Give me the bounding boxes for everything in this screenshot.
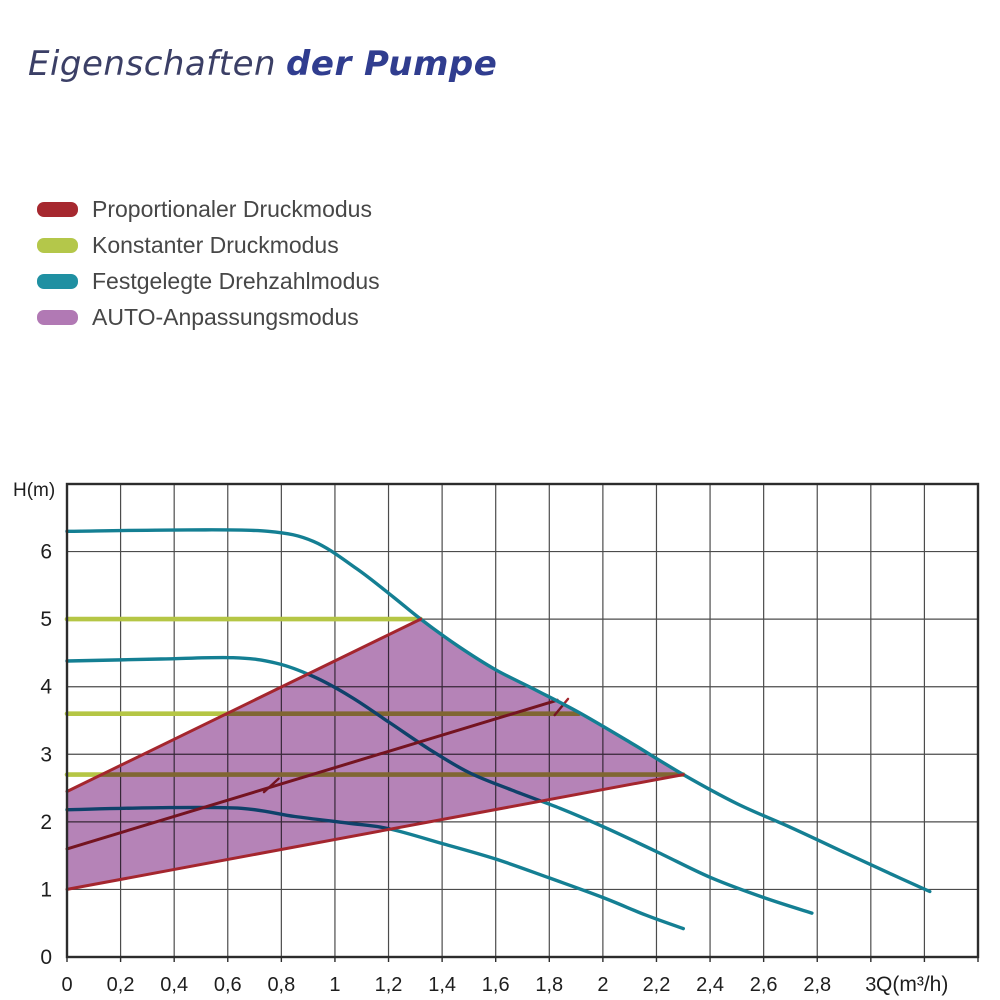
- auto-adapt-region: [67, 619, 684, 890]
- y-tick-label-3: 3: [40, 743, 52, 766]
- legend-item-constant-pressure: Konstanter Druckmodus: [37, 227, 380, 263]
- legend-swatch-constant-pressure: [37, 237, 78, 253]
- proportional-pressure-line-pp1: [65, 773, 685, 891]
- x-axis-label: Q(m³/h): [876, 973, 948, 996]
- legend-label-proportional-pressure: Proportionaler Druckmodus: [92, 195, 372, 222]
- y-tick-label-5: 5: [40, 608, 52, 631]
- legend-label-constant-pressure: Konstanter Druckmodus: [92, 231, 339, 258]
- y-axis-label: H(m): [13, 480, 55, 501]
- x-tick-label-1,8: 1,8: [535, 974, 563, 996]
- y-tick-label-1: 1: [40, 878, 52, 901]
- x-tick-label-0,8: 0,8: [267, 974, 295, 996]
- legend-swatch-fixed-speed: [37, 273, 78, 289]
- legend: Proportionaler Druckmodus Konstanter Druc…: [37, 191, 380, 335]
- y-tick-label-0: 0: [40, 946, 52, 969]
- legend-item-fixed-speed: Festgelegte Drehzahlmodus: [37, 263, 380, 299]
- x-tick-label-1,4: 1,4: [428, 974, 456, 996]
- x-tick-label-2,4: 2,4: [696, 974, 724, 996]
- x-tick-label-2,6: 2,6: [750, 974, 778, 996]
- legend-item-auto-adapt: AUTO-Anpassungsmodus: [37, 299, 380, 335]
- legend-label-auto-adapt: AUTO-Anpassungsmodus: [92, 303, 359, 330]
- fixed-speed-curve-iii: [65, 528, 932, 894]
- x-tick-label-1,2: 1,2: [375, 974, 403, 996]
- x-tick-label-0,4: 0,4: [160, 974, 188, 996]
- x-tick-label-3: 3: [865, 974, 876, 996]
- legend-swatch-proportional-pressure: [37, 201, 78, 217]
- y-tick-label-2: 2: [40, 811, 52, 834]
- page-title-light: Eigenschaften: [28, 44, 277, 84]
- x-tick-label-0,6: 0,6: [214, 974, 242, 996]
- x-tick-label-1,6: 1,6: [482, 974, 510, 996]
- x-tick-label-0,2: 0,2: [107, 974, 135, 996]
- x-tick-label-2,2: 2,2: [643, 974, 671, 996]
- page-title-bold: der Pumpe: [286, 44, 498, 84]
- legend-item-proportional-pressure: Proportionaler Druckmodus: [37, 191, 380, 227]
- legend-swatch-auto-adapt: [37, 309, 78, 325]
- y-tick-label-6: 6: [40, 541, 52, 564]
- x-tick-label-2,8: 2,8: [803, 974, 831, 996]
- y-tick-label-4: 4: [40, 676, 52, 699]
- page-title: Eigenschaften der Pumpe: [28, 44, 497, 84]
- x-tick-label-0: 0: [61, 974, 72, 996]
- proportional-pressure-line-pp3: [65, 617, 423, 793]
- legend-label-fixed-speed: Festgelegte Drehzahlmodus: [92, 267, 380, 294]
- x-tick-label-1: 1: [329, 974, 340, 996]
- x-tick-label-2: 2: [597, 974, 608, 996]
- plot-border: [65, 482, 980, 959]
